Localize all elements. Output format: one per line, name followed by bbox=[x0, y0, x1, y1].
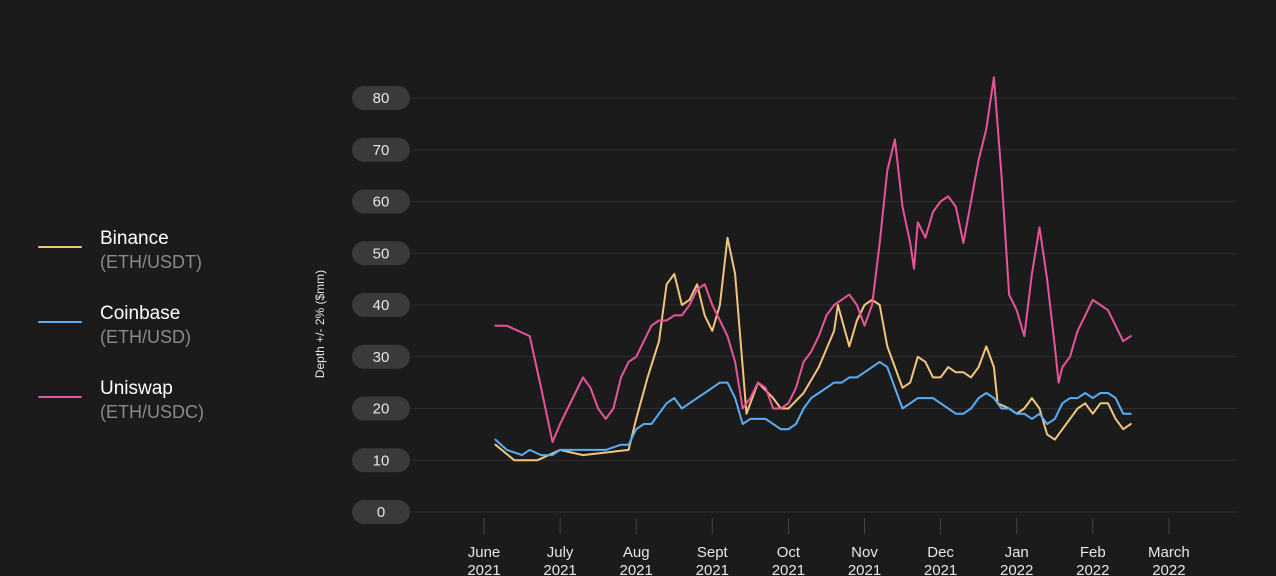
legend-swatch-binance bbox=[38, 246, 82, 248]
y-tick-label-30: 30 bbox=[373, 349, 390, 366]
legend-item-binance[interactable]: Binance (ETH/USDT) bbox=[38, 226, 278, 301]
y-tick-label-60: 60 bbox=[373, 194, 390, 211]
x-tick-year-june: 2021 bbox=[467, 562, 500, 576]
series-line-binance bbox=[494, 236, 1132, 462]
y-tick-pill-30 bbox=[352, 344, 410, 369]
x-tick-year-oct: 2021 bbox=[772, 562, 805, 576]
y-tick-pill-20 bbox=[352, 396, 410, 421]
legend-name-coinbase: Coinbase bbox=[100, 303, 181, 324]
x-tick-year-jan: 2022 bbox=[1000, 562, 1033, 576]
y-tick-label-10: 10 bbox=[373, 452, 390, 469]
x-tick-year-sept: 2021 bbox=[696, 562, 729, 576]
x-tick-year-nov: 2021 bbox=[848, 562, 881, 576]
y-tick-pill-40 bbox=[352, 293, 410, 317]
y-axis-label: Depth +/- 2% ($mm) bbox=[313, 270, 327, 378]
legend-item-uniswap[interactable]: Uniswap (ETH/USDC) bbox=[38, 376, 278, 451]
legend-pair-uniswap: (ETH/USDC) bbox=[100, 402, 204, 422]
x-tick-month-feb: Feb bbox=[1080, 544, 1106, 561]
x-tick-month-sept: Sept bbox=[697, 544, 729, 561]
legend-swatch-uniswap bbox=[38, 396, 82, 398]
y-tick-pill-80 bbox=[352, 86, 410, 110]
series-line-uniswap bbox=[494, 76, 1132, 444]
x-tick-year-feb: 2022 bbox=[1076, 562, 1109, 576]
y-tick-pill-60 bbox=[352, 189, 410, 214]
chart-legend: Binance (ETH/USDT) Coinbase (ETH/USD) Un… bbox=[38, 226, 278, 451]
y-tick-pill-70 bbox=[352, 137, 410, 162]
x-tick-month-dec: Dec bbox=[927, 544, 954, 561]
y-tick-label-0: 0 bbox=[377, 504, 385, 521]
x-tick-month-july: July bbox=[547, 544, 574, 561]
grid-lines bbox=[412, 97, 1236, 513]
series-line-coinbase bbox=[494, 360, 1132, 457]
series-lines bbox=[494, 76, 1132, 462]
x-tick-year-dec: 2021 bbox=[924, 562, 957, 576]
legend-name-uniswap: Uniswap bbox=[100, 378, 173, 399]
y-axis-ticks: 0 10 20 30 40 50 60 70 80 bbox=[352, 86, 410, 524]
x-tick-year-july: 2021 bbox=[543, 562, 576, 576]
x-tick-year-march: 2022 bbox=[1152, 562, 1185, 576]
legend-name-binance: Binance bbox=[100, 228, 169, 249]
y-tick-label-50: 50 bbox=[373, 245, 390, 262]
x-tick-month-oct: Oct bbox=[777, 544, 801, 561]
y-tick-label-70: 70 bbox=[373, 142, 390, 159]
y-tick-label-40: 40 bbox=[373, 297, 390, 314]
y-tick-label-80: 80 bbox=[373, 90, 390, 107]
legend-item-coinbase[interactable]: Coinbase (ETH/USD) bbox=[38, 301, 278, 376]
legend-pair-coinbase: (ETH/USD) bbox=[100, 327, 191, 347]
x-tick-month-march: March bbox=[1148, 544, 1190, 561]
x-tick-month-jan: Jan bbox=[1005, 544, 1029, 561]
y-tick-pill-50 bbox=[352, 241, 410, 266]
x-axis-ticks: June2021July2021Aug2021Sept2021Oct2021No… bbox=[467, 518, 1190, 576]
y-tick-pill-10 bbox=[352, 448, 410, 473]
legend-pair-binance: (ETH/USDT) bbox=[100, 252, 202, 272]
x-tick-month-aug: Aug bbox=[623, 544, 650, 561]
x-tick-year-aug: 2021 bbox=[620, 562, 653, 576]
x-tick-month-nov: Nov bbox=[851, 544, 878, 561]
x-tick-month-june: June bbox=[468, 544, 501, 561]
y-tick-pill-0 bbox=[352, 500, 410, 524]
y-tick-label-20: 20 bbox=[373, 401, 390, 418]
legend-swatch-coinbase bbox=[38, 321, 82, 323]
